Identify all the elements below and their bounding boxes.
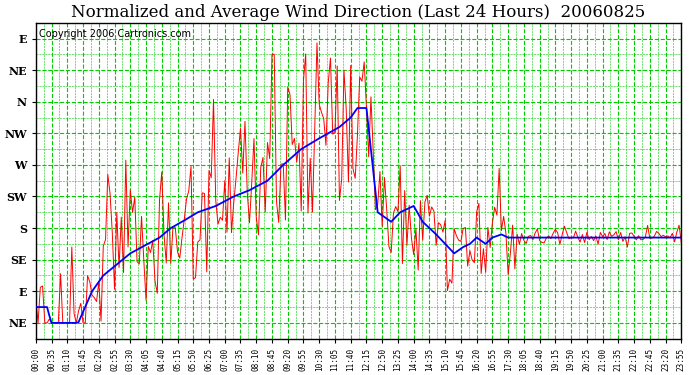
Text: Copyright 2006 Cartronics.com: Copyright 2006 Cartronics.com	[39, 29, 191, 39]
Title: Normalized and Average Wind Direction (Last 24 Hours)  20060825: Normalized and Average Wind Direction (L…	[72, 4, 646, 21]
